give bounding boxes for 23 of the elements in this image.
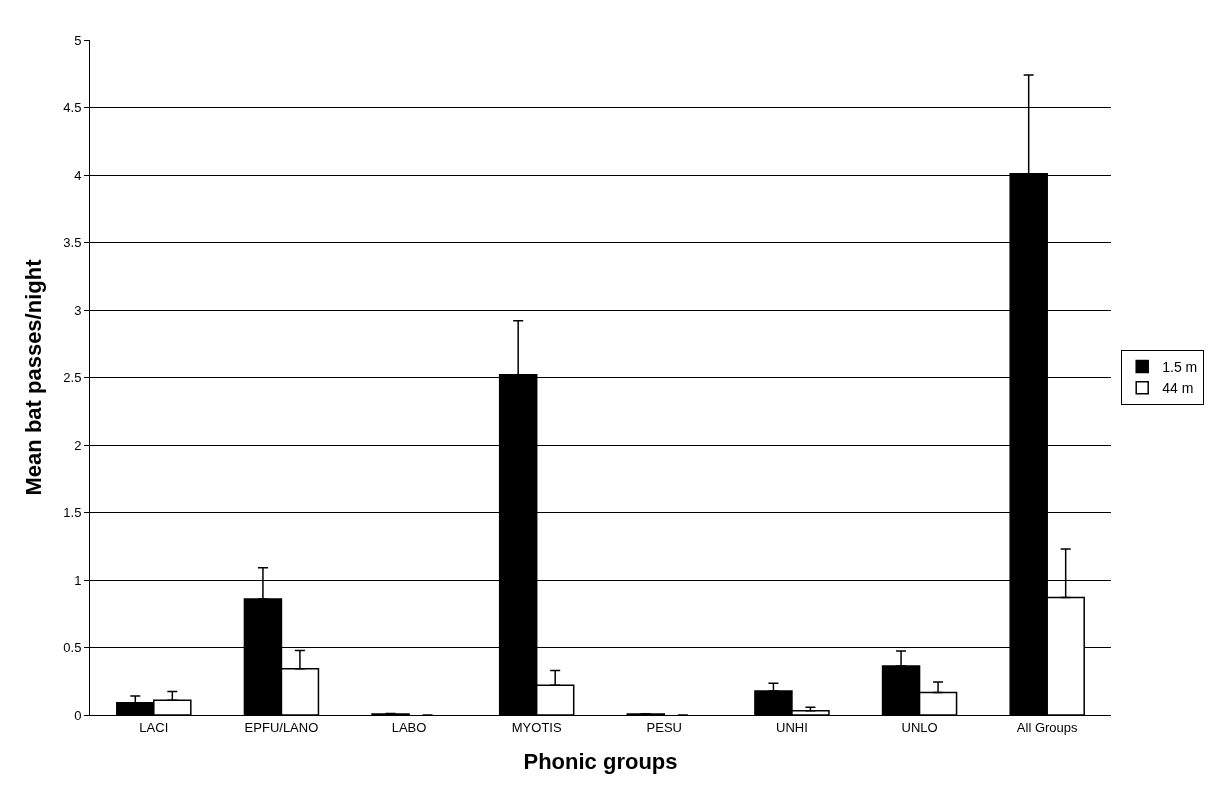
y-tick-label: 1 (74, 572, 82, 588)
x-tick-label: All Groups (1016, 719, 1079, 735)
x-tick-label: PESU (646, 719, 683, 735)
y-tick-label: 0.5 (63, 640, 82, 656)
y-tick-label: 5 (74, 32, 82, 48)
y-tick-label: 0 (74, 707, 82, 723)
y-tick-label: 3 (74, 302, 82, 318)
y-tick-label: 1.5 (63, 505, 82, 521)
y-tick-label: 4.5 (63, 100, 82, 116)
x-tick-label: MYOTIS (511, 719, 562, 735)
x-tick-label: EPFU/LANO (244, 719, 319, 735)
y-tick-label: 2 (74, 437, 82, 453)
x-tick-label: UNLO (901, 719, 938, 735)
x-tick-label: LABO (391, 719, 427, 735)
x-tick-label: LACI (139, 719, 169, 735)
y-tick-label: 2.5 (63, 370, 82, 386)
x-tick-label: UNHI (776, 719, 808, 735)
y-tick-label: 3.5 (63, 235, 82, 251)
x-axis-title: Phonic groups (523, 749, 678, 775)
legend-label: 44 m (1162, 380, 1194, 397)
legend-label: 1.5 m (1162, 359, 1198, 376)
y-tick-label: 4 (74, 167, 82, 183)
y-axis-title: Mean bat passes/night (21, 258, 47, 496)
